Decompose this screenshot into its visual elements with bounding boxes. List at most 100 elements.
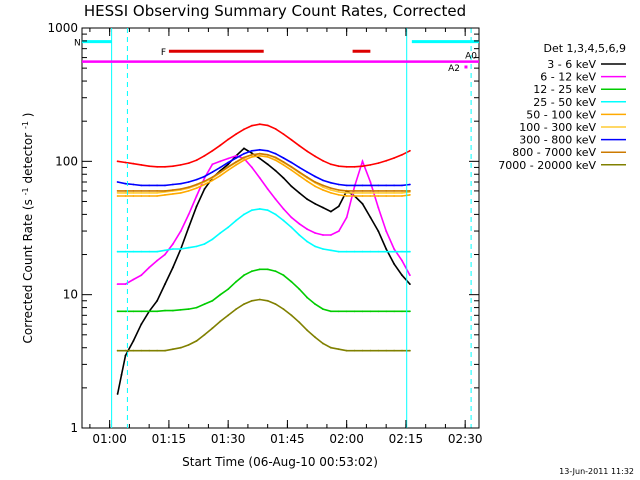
data-point-3-6-kev (195, 205, 198, 208)
data-point-7000-20000-kev (409, 349, 411, 352)
data-point-total (314, 155, 316, 158)
data-point-50-100-kev (290, 169, 293, 172)
data-point-25-50-kev (345, 250, 348, 253)
data-point-25-50-kev (132, 250, 135, 253)
data-point-7000-20000-kev (219, 320, 222, 323)
data-point-800-7000-kev (337, 189, 340, 191)
data-point-12-25-kev (290, 280, 293, 283)
data-point-25-50-kev (330, 249, 332, 252)
data-point-50-100-kev (116, 195, 119, 197)
data-point-800-7000-kev (322, 184, 324, 187)
data-point-100-300-kev (361, 192, 364, 194)
data-point-50-100-kev (361, 195, 364, 197)
data-point-25-50-kev (203, 243, 206, 245)
data-point-6-12-kev (337, 230, 340, 233)
legend-label-800-7000-kev: 800 - 7000 keV (512, 146, 596, 159)
data-point-6-12-kev (401, 259, 403, 262)
data-point-100-300-kev (116, 192, 119, 194)
series-line-12-25-kev (117, 268, 410, 313)
data-point-25-50-kev (219, 232, 222, 234)
data-point-total (227, 138, 230, 141)
data-point-12-25-kev (164, 309, 166, 312)
data-point-800-7000-kev (282, 161, 285, 163)
data-point-50-100-kev (266, 156, 269, 158)
data-point-50-100-kev (132, 195, 135, 197)
data-point-7000-20000-kev (369, 349, 372, 352)
data-point-3-6-kev (330, 210, 332, 213)
data-point-800-7000-kev (290, 165, 293, 168)
data-point-25-50-kev (227, 226, 230, 229)
data-point-3-6-kev (120, 374, 123, 376)
data-point-3-6-kev (377, 230, 380, 233)
data-point-7000-20000-kev (345, 349, 348, 352)
data-point-12-25-kev (266, 268, 269, 271)
data-point-50-100-kev (385, 195, 388, 197)
data-point-25-50-kev (337, 250, 340, 253)
data-point-7000-20000-kev (172, 348, 174, 351)
data-point-300-800-kev (195, 178, 198, 181)
data-point-50-100-kev (219, 174, 222, 177)
y-axis-ticks: 1 10 100 1000 (47, 21, 479, 435)
data-point-3-6-kev (290, 185, 293, 188)
data-point-50-100-kev (282, 164, 285, 166)
data-point-300-800-kev (377, 184, 380, 187)
data-point-25-50-kev (148, 250, 151, 253)
data-point-6-12-kev (187, 213, 190, 216)
data-point-800-7000-kev (345, 190, 348, 192)
data-point-12-25-kev (282, 274, 285, 277)
data-point-total (243, 128, 245, 131)
data-point-12-25-kev (369, 310, 372, 313)
data-point-7000-20000-kev (187, 344, 190, 346)
legend-label-12-25-kev: 12 - 25 keV (533, 83, 596, 96)
data-point-800-7000-kev (353, 190, 356, 192)
data-point-25-50-kev (274, 213, 277, 216)
data-point-6-12-kev (258, 177, 261, 179)
data-point-25-50-kev (409, 250, 411, 253)
data-point-6-12-kev (266, 188, 269, 190)
data-point-12-25-kev (211, 299, 214, 302)
data-point-50-100-kev (298, 174, 301, 177)
data-point-7000-20000-kev (211, 327, 214, 330)
data-point-300-800-kev (282, 157, 285, 159)
data-point-total (203, 154, 206, 157)
data-point-100-300-kev (124, 192, 127, 194)
data-point-300-800-kev (393, 184, 395, 187)
data-point-25-50-kev (361, 250, 364, 253)
data-point-6-12-kev (377, 206, 380, 209)
data-point-25-50-kev (116, 250, 119, 253)
data-point-7000-20000-kev (164, 349, 166, 352)
data-point-25-50-kev (172, 248, 174, 250)
data-point-6-12-kev (195, 195, 198, 197)
data-point-100-300-kev (132, 192, 135, 194)
data-point-800-7000-kev (219, 171, 222, 174)
plot-frame (81, 27, 480, 429)
data-point-7000-20000-kev (274, 303, 277, 305)
data-point-total (116, 160, 119, 163)
data-point-25-50-kev (211, 238, 214, 241)
data-point-25-50-kev (290, 226, 293, 229)
y-tick-label: 1000 (47, 21, 78, 35)
data-point-800-7000-kev (211, 176, 214, 179)
data-point-total (290, 138, 293, 141)
data-point-300-800-kev (258, 148, 261, 151)
data-point-3-6-kev (227, 163, 230, 166)
series-line-total (117, 123, 411, 168)
data-point-6-12-kev (124, 283, 127, 285)
attenuator-label-a0: A0 (465, 52, 477, 62)
data-point-total (393, 157, 395, 159)
y-axis-label-unit-open: (s (21, 199, 35, 210)
data-point-6-12-kev (361, 160, 364, 163)
data-point-25-50-kev (235, 219, 238, 222)
data-point-7000-20000-kev (330, 346, 332, 349)
data-point-50-100-kev (187, 190, 190, 192)
data-point-7000-20000-kev (156, 349, 159, 352)
data-point-3-6-kev (409, 283, 411, 285)
data-point-300-800-kev (116, 181, 119, 183)
data-point-12-25-kev (298, 288, 301, 290)
data-point-100-300-kev (385, 192, 388, 194)
data-point-7000-20000-kev (227, 314, 230, 317)
data-point-300-800-kev (203, 175, 206, 178)
data-point-100-300-kev (330, 189, 332, 191)
data-point-6-12-kev (211, 163, 214, 166)
data-point-total (337, 165, 340, 168)
